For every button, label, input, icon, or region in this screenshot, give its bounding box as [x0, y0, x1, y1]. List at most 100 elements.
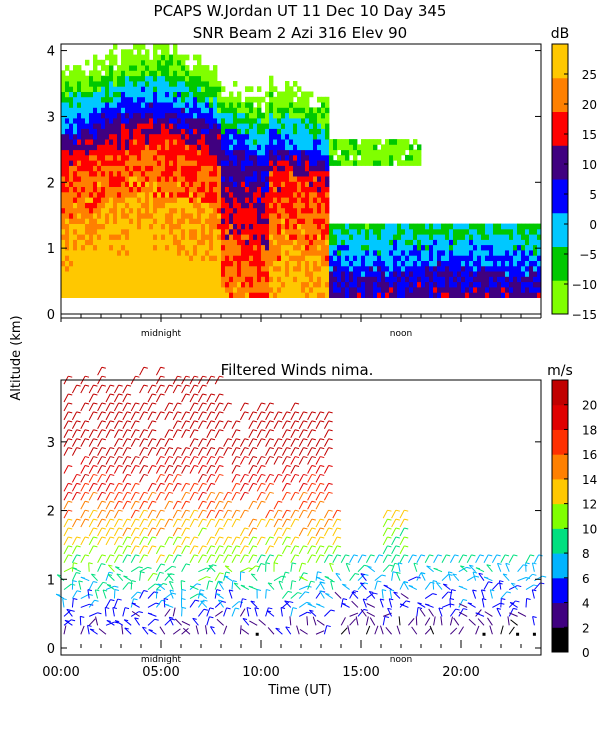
- snr-y-tick-label: 4: [47, 45, 55, 60]
- wind-barb: [315, 465, 321, 474]
- wind-barb: [223, 438, 229, 447]
- wind-barb: [172, 447, 178, 456]
- wind-barb: [105, 411, 111, 421]
- wind-barb: [367, 565, 376, 573]
- wind-barb: [130, 554, 136, 564]
- wind-barb: [189, 456, 195, 465]
- wind-barb: [63, 625, 67, 635]
- wind-barb: [80, 483, 86, 492]
- wind-barb: [357, 554, 363, 564]
- wind-barb: [181, 465, 187, 474]
- wind-barb: [428, 608, 435, 617]
- wind-barb: [172, 527, 178, 537]
- wind-barb: [71, 598, 74, 608]
- wind-barb: [139, 545, 145, 555]
- wind-barb: [210, 626, 216, 635]
- wind-barb: [122, 518, 128, 528]
- wind-barb: [248, 501, 254, 510]
- wind-barb: [231, 601, 240, 608]
- wind-barb: [71, 429, 78, 438]
- wind-barb: [147, 573, 154, 581]
- snr-colorbar-swatch: [552, 145, 568, 180]
- wind-barb: [250, 600, 258, 608]
- wind-barb: [399, 536, 405, 546]
- wind-barb: [265, 474, 271, 483]
- wind-barb: [441, 574, 449, 582]
- wind-barb: [319, 590, 325, 599]
- wind-barb: [484, 611, 493, 617]
- wind-barb: [147, 393, 153, 403]
- wind-barb: [281, 571, 286, 581]
- wind-barb: [239, 438, 246, 447]
- wind-barb: [366, 592, 374, 599]
- wind-barb: [139, 536, 145, 546]
- wind-barb: [181, 545, 187, 555]
- wind-barb: [458, 626, 464, 635]
- wind-barb: [63, 501, 69, 510]
- wind-colorbar-swatch: [552, 380, 568, 406]
- wind-barb: [189, 536, 195, 546]
- wind-barb: [480, 589, 485, 599]
- wind-barb: [97, 554, 103, 564]
- wind-barb: [88, 438, 94, 447]
- wind-barb: [256, 492, 262, 501]
- wind-barb: [139, 518, 145, 528]
- wind-barb: [231, 429, 237, 438]
- wind-barb: [97, 456, 103, 465]
- wind-barb: [256, 474, 262, 483]
- wind-barb: [172, 384, 178, 394]
- snr-time-mark: midnight: [141, 329, 182, 339]
- wind-barb: [223, 554, 229, 564]
- wind-barb: [130, 536, 136, 546]
- wind-barb: [97, 536, 103, 546]
- wind-barb: [189, 384, 195, 394]
- wind-barb: [256, 483, 262, 492]
- wind-barb: [289, 616, 292, 626]
- wind-barb: [155, 483, 162, 492]
- wind-barb: [105, 527, 111, 537]
- wind-barb: [122, 420, 128, 430]
- wind-barb: [332, 527, 338, 537]
- wind-barb: [147, 527, 153, 537]
- wind-barb: [97, 420, 103, 430]
- wind-barb: [256, 438, 262, 447]
- wind-barb: [189, 518, 195, 528]
- wind-barb: [290, 429, 296, 438]
- wind-barb: [181, 384, 187, 394]
- wind-barb: [79, 616, 82, 626]
- wind-barb: [181, 411, 187, 421]
- snr-colorbar-tick: 10: [582, 158, 597, 172]
- wind-barb: [475, 625, 480, 635]
- wind-barb: [233, 582, 241, 590]
- wind-barb: [435, 582, 443, 590]
- wind-colorbar-tick: 16: [582, 448, 597, 462]
- wind-barb: [510, 619, 518, 626]
- wind-barb: [63, 447, 69, 456]
- wind-barb: [315, 447, 321, 456]
- wind-barb: [214, 429, 220, 438]
- wind-barb: [147, 583, 156, 590]
- wind-barb: [113, 420, 120, 430]
- wind-barb: [265, 554, 271, 564]
- wind-barb: [360, 608, 367, 617]
- wind-barb: [282, 591, 289, 599]
- wind-barb: [323, 509, 330, 519]
- wind-barb: [382, 545, 388, 555]
- wind-barb: [248, 527, 254, 537]
- wind-barb: [265, 411, 271, 421]
- wind-colorbar-tick: 6: [582, 572, 590, 586]
- wind-barb: [122, 582, 129, 590]
- wind-barb: [265, 607, 269, 617]
- wind-barb: [104, 607, 107, 617]
- snr-colorbar-swatch: [552, 44, 568, 79]
- wind-barb: [71, 420, 78, 430]
- wind-barb: [80, 402, 86, 412]
- wind-barb: [113, 554, 120, 564]
- wind-barb: [147, 402, 153, 412]
- wind-barb: [281, 509, 288, 519]
- wind-barb: [256, 554, 262, 564]
- wind-barb: [147, 509, 153, 519]
- wind-barb: [281, 411, 288, 421]
- wind-barb: [355, 616, 359, 626]
- wind-barb: [312, 616, 317, 626]
